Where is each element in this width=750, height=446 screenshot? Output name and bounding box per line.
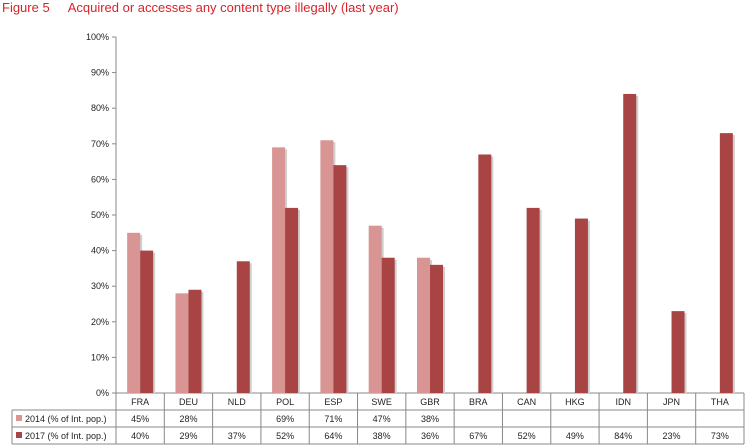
y-tick-label: 60% xyxy=(91,174,109,184)
category-label: DEU xyxy=(179,397,198,407)
bar-gbr-2017 xyxy=(430,264,443,393)
data-label: 52% xyxy=(276,431,294,441)
bar-esp-2017 xyxy=(333,165,347,393)
series-name: 2014 (% of Int. pop.) xyxy=(25,414,107,424)
bar-hkg-2017 xyxy=(574,218,588,393)
category-label: BRA xyxy=(469,397,488,407)
bar-bra-2017 xyxy=(478,154,492,393)
data-label: 49% xyxy=(566,431,584,441)
data-label: 64% xyxy=(324,431,342,441)
category-label: FRA xyxy=(131,397,149,407)
data-label: 38% xyxy=(373,431,391,441)
data-label: 36% xyxy=(421,431,439,441)
bar-can-2017 xyxy=(526,207,540,393)
bar-jpn-2017 xyxy=(671,311,685,393)
category-label: NLD xyxy=(228,397,247,407)
bar-idn-2017 xyxy=(623,93,637,394)
series-name: 2017 (% of Int. pop.) xyxy=(25,431,107,441)
bar-gbr-2014 xyxy=(417,257,430,393)
bar-swe-2014 xyxy=(368,225,382,393)
category-label: SWE xyxy=(371,397,392,407)
data-label: 73% xyxy=(711,431,729,441)
y-tick-label: 90% xyxy=(91,68,109,78)
y-tick-label: 40% xyxy=(91,246,109,256)
y-tick-label: 50% xyxy=(91,210,109,220)
data-label: 40% xyxy=(131,431,149,441)
y-tick-label: 80% xyxy=(91,103,109,113)
data-label: 45% xyxy=(131,414,149,424)
category-label: CAN xyxy=(517,397,536,407)
data-label: 23% xyxy=(663,431,681,441)
data-label: 71% xyxy=(324,414,342,424)
data-label: 52% xyxy=(518,431,536,441)
category-label: HKG xyxy=(565,397,585,407)
y-tick-label: 30% xyxy=(91,281,109,291)
y-tick-label: 10% xyxy=(91,352,109,362)
y-tick-label: 0% xyxy=(96,388,109,398)
figure-title-text: Acquired or accesses any content type il… xyxy=(67,0,399,15)
data-label: 84% xyxy=(614,431,632,441)
category-label: ESP xyxy=(324,397,342,407)
data-label: 67% xyxy=(469,431,487,441)
bar-pol-2014 xyxy=(272,147,286,393)
category-label: THA xyxy=(711,397,729,407)
bar-esp-2014 xyxy=(320,140,334,393)
bar-swe-2017 xyxy=(381,257,395,393)
bar-deu-2014 xyxy=(175,293,189,393)
category-label: GBR xyxy=(420,397,440,407)
figure-title: Figure 5 Acquired or accesses any content… xyxy=(2,0,399,15)
data-label: 37% xyxy=(228,431,246,441)
category-label: JPN xyxy=(663,397,680,407)
bar-tha-2017 xyxy=(719,133,733,393)
data-label: 47% xyxy=(373,414,391,424)
legend-swatch xyxy=(16,415,22,421)
figure-number: Figure 5 xyxy=(2,0,50,15)
data-label: 28% xyxy=(179,414,197,424)
y-tick-label: 100% xyxy=(86,32,109,42)
bar-nld-2017 xyxy=(236,261,250,393)
bar-fra-2017 xyxy=(140,250,154,393)
data-label: 29% xyxy=(179,431,197,441)
category-label: IDN xyxy=(615,397,631,407)
bar-fra-2014 xyxy=(127,232,141,393)
y-tick-label: 70% xyxy=(91,139,109,149)
category-label: POL xyxy=(276,397,294,407)
data-label: 38% xyxy=(421,414,439,424)
legend-swatch xyxy=(16,432,22,438)
y-tick-label: 20% xyxy=(91,317,109,327)
bar-deu-2017 xyxy=(188,289,202,393)
data-label: 69% xyxy=(276,414,294,424)
bar-pol-2017 xyxy=(285,207,299,393)
